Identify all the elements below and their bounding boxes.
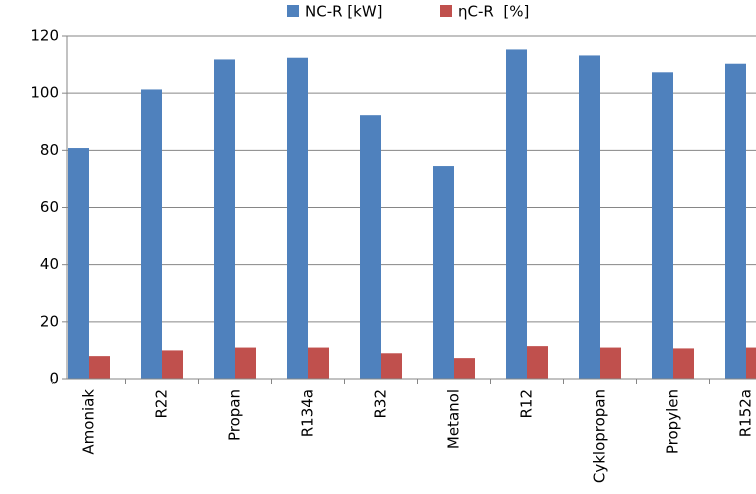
bar [235, 347, 256, 379]
bar [360, 115, 381, 379]
bar [287, 57, 308, 380]
bar [141, 89, 162, 379]
x-tick-label: Metanol [445, 389, 463, 449]
bar [600, 347, 621, 379]
bar [506, 49, 527, 379]
x-tick-label: R32 [372, 389, 390, 419]
y-tick-label: 60 [40, 198, 59, 216]
x-tick-label: Cyklopropan [591, 389, 609, 483]
bar [162, 350, 183, 379]
x-tick-label: R12 [518, 389, 536, 419]
bar [89, 356, 110, 379]
legend-label: NC-R [kW] [305, 3, 383, 21]
bar [527, 346, 548, 379]
legend-label: ηC-R [%] [458, 3, 529, 21]
bar [68, 148, 89, 379]
bar [308, 347, 329, 379]
y-tick-label: 100 [30, 84, 59, 102]
bar [214, 59, 235, 380]
y-tick-label: 20 [40, 312, 59, 330]
x-tick-label: R152a [737, 389, 755, 437]
legend-swatch [287, 5, 299, 17]
legend-swatch [440, 5, 452, 17]
bar [725, 63, 746, 380]
x-tick-label: Amoniak [80, 389, 98, 455]
bar [454, 358, 475, 379]
y-tick-label: 120 [30, 27, 59, 45]
bar [673, 348, 694, 379]
bar [652, 72, 673, 379]
y-tick-label: 40 [40, 255, 59, 273]
x-tick-label: Propylen [664, 389, 682, 454]
x-tick-label: R134a [299, 389, 317, 437]
x-tick-label: R22 [153, 389, 171, 419]
y-tick-label: 0 [49, 370, 59, 388]
bar [433, 166, 454, 379]
bar [381, 353, 402, 379]
bar [746, 347, 756, 379]
x-tick-label: Propan [226, 389, 244, 441]
y-tick-label: 80 [40, 141, 59, 159]
bar [579, 55, 600, 379]
